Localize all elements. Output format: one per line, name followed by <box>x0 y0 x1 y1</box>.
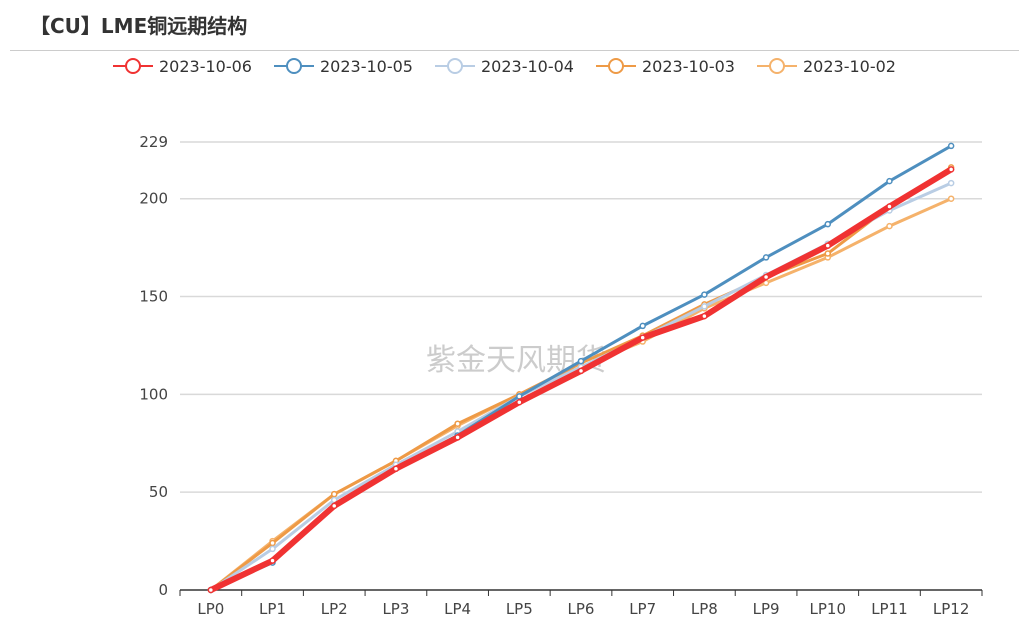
legend-item-2023-10-03[interactable]: 2023-10-03 <box>596 57 735 76</box>
legend-marker <box>286 58 302 74</box>
y-tick-label-229: 229 <box>139 133 168 151</box>
x-tick-label-LP4: LP4 <box>444 600 471 618</box>
y-tick-label-50: 50 <box>149 483 168 501</box>
x-tick-label-LP6: LP6 <box>568 600 595 618</box>
data-point-2023-10-06-LP8[interactable] <box>701 312 708 320</box>
data-point-2023-10-05-LP9[interactable] <box>762 254 770 261</box>
legend-label: 2023-10-06 <box>159 57 252 76</box>
data-point-2023-10-06-LP9[interactable] <box>762 273 770 281</box>
data-point-2023-10-02-LP12[interactable] <box>947 195 955 202</box>
data-point-2023-10-03-LP4[interactable] <box>454 420 461 427</box>
data-point-2023-10-06-LP7[interactable] <box>639 334 646 341</box>
legend-marker <box>447 58 463 74</box>
data-point-2023-10-06-LP0[interactable] <box>207 586 215 594</box>
legend[interactable]: 2023-10-06 2023-10-05 2023-10-04 2023-10-03… <box>113 57 896 76</box>
data-point-2023-10-06-LP6[interactable] <box>577 367 585 375</box>
page-title: 【CU】LME铜远期结构 <box>30 14 248 38</box>
data-point-2023-10-05-LP5[interactable] <box>516 393 523 400</box>
y-tick-label-100: 100 <box>139 385 168 403</box>
y-tick-label-0: 0 <box>158 581 168 599</box>
y-tick-label-200: 200 <box>139 190 168 208</box>
data-point-2023-10-05-LP10[interactable] <box>824 220 832 228</box>
series-line-2023-10-03[interactable] <box>209 165 953 592</box>
data-point-2023-10-04-LP8[interactable] <box>701 303 708 310</box>
x-tick-label-LP5: LP5 <box>506 600 533 618</box>
data-point-2023-10-05-LP12[interactable] <box>947 142 955 150</box>
legend-item-2023-10-06[interactable]: 2023-10-06 <box>113 57 252 76</box>
grid-lines <box>180 141 982 493</box>
x-tick-label-LP12: LP12 <box>933 600 970 618</box>
x-tick-label-LP11: LP11 <box>871 600 908 618</box>
axes: 0 50 100 150 200 229 LP0 LP1 LP2 LP3 LP4 LP5 LP6 LP7 L… <box>139 133 983 618</box>
title-divider <box>10 50 1019 51</box>
legend-label: 2023-10-03 <box>642 57 735 76</box>
x-tick-label-LP10: LP10 <box>810 600 847 618</box>
x-tick-label-LP2: LP2 <box>321 600 348 618</box>
legend-label: 2023-10-05 <box>320 57 413 76</box>
x-tick-label-LP3: LP3 <box>382 600 409 618</box>
data-point-2023-10-04-LP12[interactable] <box>947 179 955 187</box>
x-tick-label-LP8: LP8 <box>691 600 718 618</box>
x-tick-label-LP7: LP7 <box>629 600 656 618</box>
x-tick-label-LP1: LP1 <box>259 600 286 618</box>
legend-marker <box>608 58 624 74</box>
data-point-2023-10-06-LP12[interactable] <box>947 166 955 173</box>
x-tick-label-LP0: LP0 <box>197 600 224 618</box>
data-point-2023-10-04-LP1[interactable] <box>269 545 276 553</box>
data-point-2023-10-06-LP1[interactable] <box>269 557 276 564</box>
series-line-2023-10-06[interactable] <box>207 166 955 593</box>
data-point-2023-10-02-LP11[interactable] <box>886 222 893 230</box>
legend-label: 2023-10-02 <box>803 57 896 76</box>
series-layer <box>207 142 955 594</box>
legend-marker <box>769 58 785 74</box>
data-point-2023-10-06-LP10[interactable] <box>824 242 832 249</box>
data-point-2023-10-05-LP6[interactable] <box>577 357 585 365</box>
data-point-2023-10-03-LP1[interactable] <box>269 539 276 547</box>
data-point-2023-10-03-LP10[interactable] <box>824 250 832 257</box>
legend-label: 2023-10-04 <box>481 57 574 76</box>
legend-marker <box>125 58 141 74</box>
data-point-2023-10-06-LP4[interactable] <box>454 434 461 441</box>
data-point-2023-10-05-LP11[interactable] <box>886 177 893 185</box>
data-point-2023-10-06-LP3[interactable] <box>392 465 400 472</box>
data-point-2023-10-03-LP2[interactable] <box>330 490 338 498</box>
legend-item-2023-10-05[interactable]: 2023-10-05 <box>274 57 413 76</box>
legend-item-2023-10-02[interactable]: 2023-10-02 <box>757 57 896 76</box>
data-point-2023-10-05-LP7[interactable] <box>639 322 646 330</box>
data-point-2023-10-06-LP11[interactable] <box>886 203 893 210</box>
data-point-2023-10-05-LP8[interactable] <box>701 291 708 298</box>
legend-item-2023-10-04[interactable]: 2023-10-04 <box>435 57 574 76</box>
data-point-2023-10-06-LP2[interactable] <box>330 502 338 510</box>
x-tick-label-LP9: LP9 <box>753 600 780 618</box>
data-point-2023-10-06-LP5[interactable] <box>516 398 523 406</box>
y-tick-label-150: 150 <box>139 288 168 306</box>
